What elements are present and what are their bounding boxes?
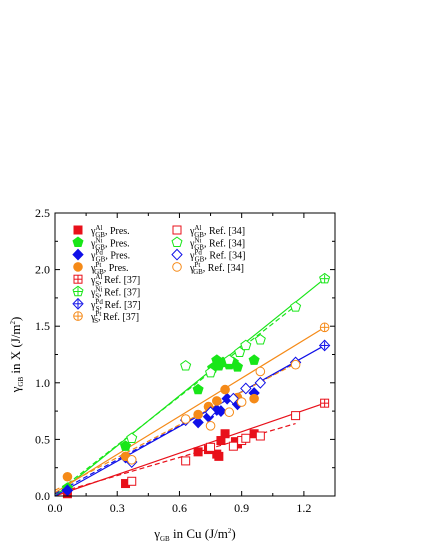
point-pd-diamond-open: [254, 376, 267, 389]
data-points: [61, 272, 331, 499]
point-ni-pentagon-open: [254, 333, 266, 345]
legend-marker-pt: [73, 311, 83, 321]
legend-marker-pd: [72, 297, 84, 310]
legend-marker-al: [73, 225, 83, 235]
legend-label: γPt GB, Ref. [34]: [189, 261, 244, 276]
point-ni-pentagon-open: [223, 354, 235, 365]
legend-label: γPd S, Ref. [37]: [90, 298, 141, 313]
point-al-square-filled: [193, 447, 203, 457]
x-tick-label: 0.6: [172, 501, 187, 515]
point-pt-circle-open: [236, 397, 247, 407]
fit-line-pt-dashed: [54, 363, 296, 491]
legend-marker-pt: [172, 262, 182, 272]
point-ni-pentagon-open: [126, 432, 138, 443]
point-pt-circle-open: [290, 359, 301, 370]
point-pd-diamond-filled: [215, 405, 227, 418]
legend-marker-ni: [72, 236, 84, 248]
y-tick-label: 2.0: [35, 263, 50, 277]
point-pd-diamond-filled: [192, 416, 204, 429]
point-pt-circle-open: [224, 407, 235, 418]
legend-marker-pt: [73, 262, 83, 272]
legend-label: γPd GB, Ref. [34]: [189, 249, 245, 264]
fit-lines: [54, 278, 326, 497]
point-pd-diamond-open: [204, 406, 217, 419]
point-al-square-open: [127, 476, 137, 486]
fit-line-ni-solid: [54, 278, 326, 497]
point-pt-circle-open: [126, 454, 137, 465]
x-tick-label: 1.2: [296, 501, 311, 515]
point-ni-pentagon-filled: [231, 361, 244, 372]
x-axis-label: γGB in Cu (J/m2): [153, 526, 235, 543]
legend-marker-ni: [171, 236, 183, 248]
point-ni-pentagon-open: [240, 339, 252, 351]
y-tick-label: 0.5: [35, 432, 50, 446]
point-ni-pentagon-plus: [319, 272, 331, 284]
legend-label: γNi S, Ref. [37]: [90, 286, 140, 301]
fit-line-al-solid: [54, 402, 325, 497]
point-pt-circle-filled: [249, 393, 259, 404]
point-al-square-filled: [214, 451, 224, 461]
point-ni-pentagon-open: [290, 301, 302, 312]
legend-marker-al: [172, 225, 182, 235]
y-tick-label: 1.0: [35, 376, 50, 390]
y-tick-label: 0.0: [35, 489, 50, 503]
legend-marker-al: [73, 274, 83, 284]
point-ni-pentagon-open: [180, 360, 192, 371]
point-pt-circle-filled: [62, 471, 73, 482]
legend-label: γAl GB, Ref. [34]: [189, 224, 245, 239]
point-pd-diamond-plus: [318, 339, 331, 352]
legend-label: γPd GB, Pres.: [90, 249, 130, 264]
point-al-square-open: [181, 456, 191, 466]
point-pt-circle-filled: [220, 384, 230, 395]
legend-marker-pd: [171, 248, 183, 261]
y-axis-label: γGB in X (J/m2): [8, 317, 25, 394]
legend-label: γNi GB, Pres.: [90, 236, 130, 251]
point-al-square-filled: [220, 429, 230, 439]
point-pd-diamond-open: [227, 392, 240, 405]
fit-line-ni-dashed: [54, 305, 296, 495]
legend-label: γPt S, Ref. [37]: [90, 310, 139, 325]
point-pt-circle-filled: [211, 396, 222, 406]
y-tick-label: 2.5: [35, 206, 50, 220]
y-tick-label: 1.5: [35, 319, 50, 333]
legend: γAl GB, Pres.γNi GB, Pres.γPd GB, Pres.γPt G…: [72, 224, 245, 325]
point-al-square-plus: [320, 398, 330, 408]
point-pt-circle-open: [180, 414, 191, 424]
point-pd-diamond-open: [240, 382, 252, 395]
point-ni-pentagon-open: [205, 366, 217, 378]
x-tick-label: 0.3: [110, 501, 125, 515]
point-pt-circle-open: [255, 366, 266, 377]
fit-line-pt-solid: [54, 326, 325, 494]
point-ni-pentagon-filled: [192, 383, 204, 395]
x-tick-label: 0.0: [48, 501, 63, 515]
point-al-square-open: [255, 431, 265, 441]
point-al-square-open: [228, 441, 238, 451]
point-al-square-open: [241, 433, 251, 443]
legend-label: γPt GB, Pres.: [90, 261, 129, 276]
point-al-square-open: [291, 411, 301, 421]
point-pt-circle-plus: [319, 322, 330, 333]
point-pt-circle-filled: [193, 409, 203, 420]
point-al-square-open: [206, 442, 216, 452]
legend-marker-pd: [72, 248, 84, 261]
point-pt-circle-open: [205, 421, 216, 431]
axis-ticks: 0.0 0.3 0.6 0.9 1.2 0.0 0.5 1.0 1.5 2.0 2.5: [35, 206, 336, 515]
point-ni-pentagon-filled: [248, 354, 260, 365]
legend-marker-ni: [72, 285, 84, 297]
legend-label: γNi GB, Ref. [34]: [189, 236, 245, 251]
legend-label: γAl GB, Pres.: [90, 224, 130, 239]
legend-label: γAl S, Ref. [37]: [90, 273, 140, 288]
point-ni-pentagon-filled: [119, 440, 132, 451]
x-tick-label: 0.9: [234, 501, 249, 515]
